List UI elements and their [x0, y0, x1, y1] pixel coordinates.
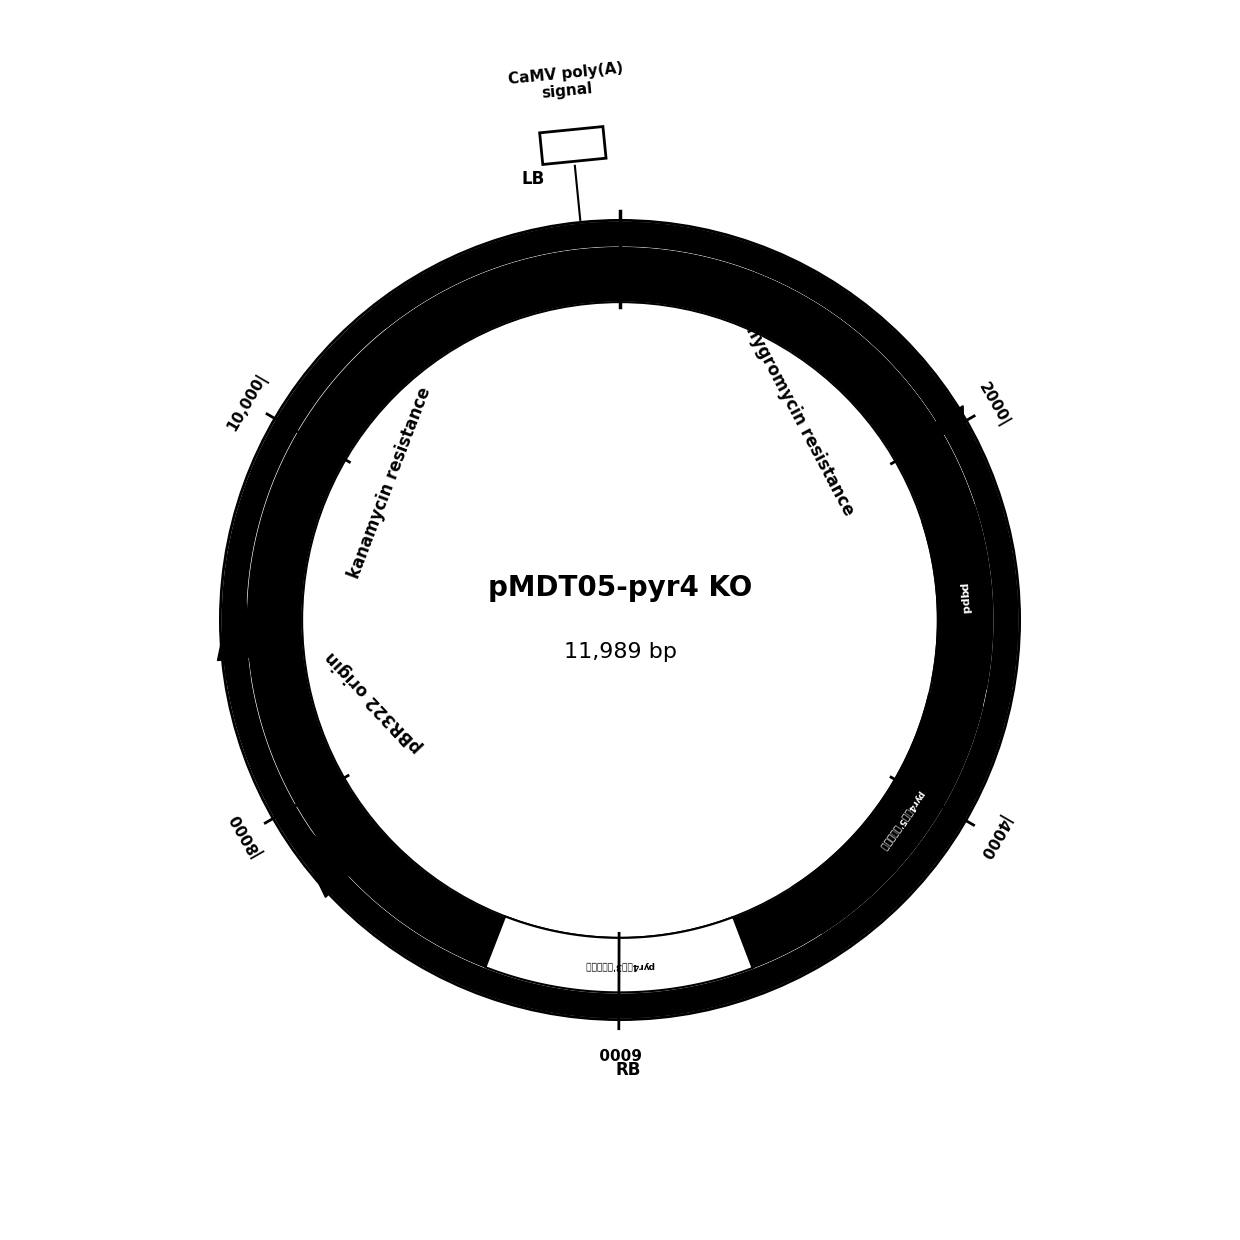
Circle shape [303, 303, 937, 937]
Polygon shape [222, 222, 1018, 1018]
Text: pMDT05-pyr4 KO: pMDT05-pyr4 KO [487, 574, 753, 603]
Text: LB: LB [522, 170, 546, 187]
Text: 10,000|: 10,000| [224, 371, 270, 434]
Polygon shape [217, 222, 1018, 1018]
Text: pqpd: pqpd [959, 582, 971, 614]
Text: 11,989 bp: 11,989 bp [563, 642, 677, 662]
Polygon shape [485, 916, 753, 992]
Text: pyr4基因5'顿侧酶序列: pyr4基因5'顿侧酶序列 [878, 789, 925, 851]
FancyBboxPatch shape [539, 126, 606, 165]
Text: CaMV poly(A)
signal: CaMV poly(A) signal [507, 61, 626, 104]
Polygon shape [248, 248, 992, 992]
Text: pBR322 origin: pBR322 origin [322, 647, 427, 756]
Text: 6000: 6000 [598, 1044, 640, 1059]
Polygon shape [754, 249, 965, 445]
Text: 2000|: 2000| [975, 379, 1013, 429]
Text: kanamycin resistance: kanamycin resistance [346, 384, 435, 580]
Polygon shape [538, 232, 553, 250]
Polygon shape [792, 694, 982, 932]
Text: pyr4基因3'顿侧酶序列: pyr4基因3'顿侧酶序列 [584, 961, 653, 970]
Text: RB: RB [615, 1060, 641, 1079]
Polygon shape [923, 506, 992, 688]
Text: |8000: |8000 [227, 810, 264, 859]
Text: |4000: |4000 [975, 812, 1012, 862]
Text: hygromycin resistance: hygromycin resistance [742, 322, 857, 520]
Polygon shape [621, 998, 634, 1014]
